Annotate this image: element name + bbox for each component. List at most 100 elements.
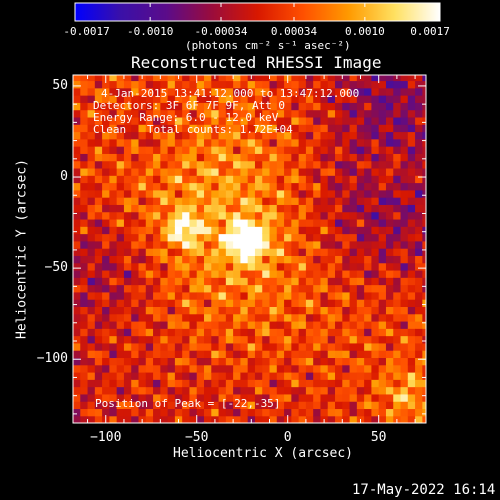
heatmap-cell bbox=[211, 379, 220, 388]
heatmap-cell bbox=[349, 364, 358, 373]
heatmap-cell bbox=[335, 87, 343, 96]
heatmap-cell bbox=[233, 393, 241, 402]
heatmap-cell bbox=[153, 233, 161, 242]
heatmap-cell bbox=[378, 197, 387, 205]
heatmap-cell bbox=[313, 291, 322, 300]
heatmap-cell bbox=[313, 364, 322, 373]
heatmap-cell bbox=[196, 80, 205, 89]
heatmap-cell bbox=[160, 226, 169, 235]
heatmap-cell bbox=[160, 75, 169, 82]
heatmap-cell bbox=[422, 226, 426, 235]
heatmap-cell bbox=[327, 277, 336, 286]
heatmap-cell bbox=[211, 197, 220, 205]
heatmap-cell bbox=[211, 313, 220, 322]
heatmap-cell bbox=[233, 357, 241, 366]
heatmap-cell bbox=[269, 328, 278, 337]
heatmap-cell bbox=[335, 233, 343, 242]
heatmap-cell bbox=[87, 138, 96, 147]
heatmap-cell bbox=[73, 138, 81, 147]
heatmap-cell bbox=[284, 313, 292, 322]
heatmap-cell bbox=[262, 124, 271, 133]
heatmap-cell bbox=[262, 138, 271, 147]
heatmap-cell bbox=[342, 371, 351, 380]
heatmap-cell bbox=[182, 335, 191, 344]
heatmap-cell bbox=[415, 218, 423, 227]
heatmap-cell bbox=[182, 167, 191, 176]
heatmap-cell bbox=[80, 204, 89, 213]
heatmap-cell bbox=[342, 175, 351, 184]
heatmap-cell bbox=[131, 109, 140, 118]
heatmap-cell bbox=[138, 218, 147, 227]
heatmap-cell bbox=[225, 262, 234, 271]
heatmap-cell bbox=[116, 408, 125, 417]
heatmap-cell bbox=[371, 204, 380, 213]
heatmap-cell bbox=[196, 364, 205, 373]
heatmap-cell bbox=[131, 284, 140, 293]
heatmap-cell bbox=[254, 291, 263, 300]
heatmap-cell bbox=[371, 233, 380, 242]
heatmap-cell bbox=[393, 226, 402, 235]
heatmap-cell bbox=[298, 320, 307, 329]
heatmap-cell bbox=[87, 80, 96, 89]
heatmap-cell bbox=[385, 153, 394, 162]
heatmap-cell bbox=[276, 95, 285, 103]
heatmap-cell bbox=[211, 291, 220, 300]
heatmap-cell bbox=[211, 269, 220, 278]
heatmap-cell bbox=[415, 131, 423, 140]
heatmap-cell bbox=[378, 138, 387, 147]
heatmap-cell bbox=[174, 131, 183, 140]
heatmap-cell bbox=[153, 211, 161, 220]
heatmap-cell bbox=[371, 386, 380, 395]
heatmap-cell bbox=[80, 189, 89, 198]
heatmap-cell bbox=[73, 342, 81, 351]
heatmap-cell bbox=[73, 248, 81, 256]
heatmap-cell bbox=[276, 189, 285, 198]
heatmap-cell bbox=[320, 299, 329, 307]
heatmap-cell bbox=[415, 175, 423, 184]
heatmap-cell bbox=[313, 393, 322, 402]
heatmap-cell bbox=[291, 328, 300, 337]
heatmap-cell bbox=[225, 371, 234, 380]
heatmap-cell bbox=[422, 102, 426, 111]
heatmap-cell bbox=[269, 248, 278, 256]
heatmap-cell bbox=[240, 379, 249, 388]
heatmap-cell bbox=[145, 415, 154, 423]
heatmap-cell bbox=[109, 240, 118, 249]
heatmap-cell bbox=[145, 240, 154, 249]
heatmap-cell bbox=[415, 75, 423, 82]
heatmap-cell bbox=[291, 306, 300, 315]
heatmap-cell bbox=[80, 284, 89, 293]
heatmap-cell bbox=[145, 124, 154, 133]
heatmap-cell bbox=[371, 116, 380, 125]
heatmap-cell bbox=[364, 189, 373, 198]
heatmap-cell bbox=[364, 357, 373, 366]
heatmap-cell bbox=[73, 357, 81, 366]
heatmap-cell bbox=[247, 313, 256, 322]
heatmap-cell bbox=[407, 233, 416, 242]
heatmap-cell bbox=[167, 284, 176, 293]
heatmap-cell bbox=[174, 277, 183, 286]
heatmap-cell bbox=[298, 204, 307, 213]
heatmap-cell bbox=[87, 415, 96, 423]
heatmap-cell bbox=[153, 109, 161, 118]
heatmap-cell bbox=[102, 350, 110, 359]
heatmap-cell bbox=[73, 269, 81, 278]
heatmap-cell bbox=[102, 124, 110, 133]
heatmap-cell bbox=[385, 328, 394, 337]
heatmap-cell bbox=[269, 299, 278, 307]
heatmap-cell bbox=[371, 189, 380, 198]
heatmap-cell bbox=[305, 364, 314, 373]
heatmap-cell bbox=[116, 167, 125, 176]
heatmap-cell bbox=[109, 248, 118, 256]
heatmap-cell bbox=[298, 102, 307, 111]
heatmap-cell bbox=[378, 335, 387, 344]
heatmap-cell bbox=[298, 313, 307, 322]
heatmap-cell bbox=[284, 386, 292, 395]
heatmap-cell bbox=[94, 284, 103, 293]
heatmap-cell bbox=[393, 95, 402, 103]
heatmap-cell bbox=[313, 299, 322, 307]
heatmap-cell bbox=[269, 240, 278, 249]
heatmap-cell bbox=[123, 357, 132, 366]
heatmap-cell bbox=[291, 350, 300, 359]
heatmap-cell bbox=[225, 299, 234, 307]
